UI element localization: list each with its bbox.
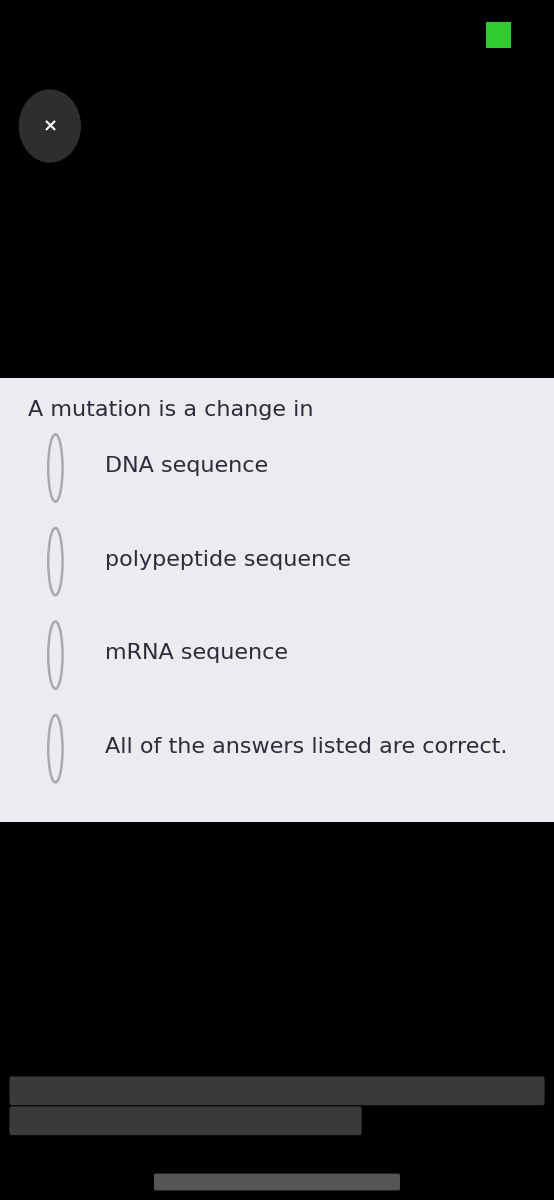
FancyBboxPatch shape <box>486 22 511 48</box>
FancyBboxPatch shape <box>0 378 554 822</box>
Text: DNA sequence: DNA sequence <box>105 456 268 476</box>
Text: All of the answers listed are correct.: All of the answers listed are correct. <box>105 737 507 757</box>
FancyBboxPatch shape <box>9 1076 545 1105</box>
Text: ×: × <box>42 116 58 134</box>
FancyBboxPatch shape <box>9 1106 362 1135</box>
Text: A mutation is a change in: A mutation is a change in <box>28 400 313 420</box>
Text: mRNA sequence: mRNA sequence <box>105 643 288 664</box>
Text: polypeptide sequence: polypeptide sequence <box>105 550 351 570</box>
FancyBboxPatch shape <box>154 1174 400 1190</box>
Ellipse shape <box>19 90 80 162</box>
